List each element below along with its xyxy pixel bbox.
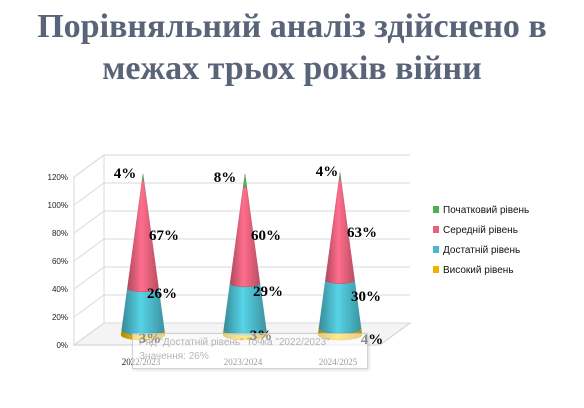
data-label: 30% [351,289,381,305]
legend-label: Середній рівень [443,225,518,236]
cone-segment [338,172,342,180]
data-label: 67% [149,228,179,244]
chart-tooltip: Ряд "Достатній рівень" Точка "2022/2023"… [132,333,368,369]
data-label: 26% [147,286,177,302]
gridline [73,182,410,206]
gridline [73,322,410,346]
y-tick-label: 40% [52,285,68,294]
y-tick-label: 100% [48,201,68,210]
gridline [73,210,410,234]
legend-label: Достатній рівень [443,245,520,256]
gridline [73,238,410,262]
data-label: 4% [114,166,137,182]
y-tick-label: 60% [52,257,68,266]
legend-swatch [433,246,439,253]
y-tick-label: 80% [52,229,68,238]
gridline [73,154,410,178]
data-label: 4% [316,164,339,180]
title-line-1: Порівняльний аналіз здійснено в [37,8,547,45]
gridline [73,294,410,318]
y-tick-label: 120% [48,173,68,182]
data-label: 8% [214,170,237,186]
legend-swatch [433,226,439,233]
tooltip-line-2: Значення: 26% [139,351,209,362]
legend-label: Високий рівень [443,265,514,276]
data-label: 60% [251,228,281,244]
y-tick-label: 20% [52,313,68,322]
legend-swatch [433,266,439,273]
legend-label: Початковий рівень [443,205,529,216]
title-line-2: межах трьох років війни [102,50,482,87]
cone-segment [243,173,247,188]
y-tick-label: 0% [56,341,68,350]
legend-swatch [433,206,439,213]
tooltip-line-1: Ряд "Достатній рівень" Точка "2022/2023" [139,337,330,348]
cone-segment [141,173,145,181]
gridline [73,266,410,290]
data-label: 29% [253,284,283,300]
data-label: 63% [347,225,377,241]
chart-title: Порівняльний аналіз здійснено в межах тр… [0,6,584,90]
